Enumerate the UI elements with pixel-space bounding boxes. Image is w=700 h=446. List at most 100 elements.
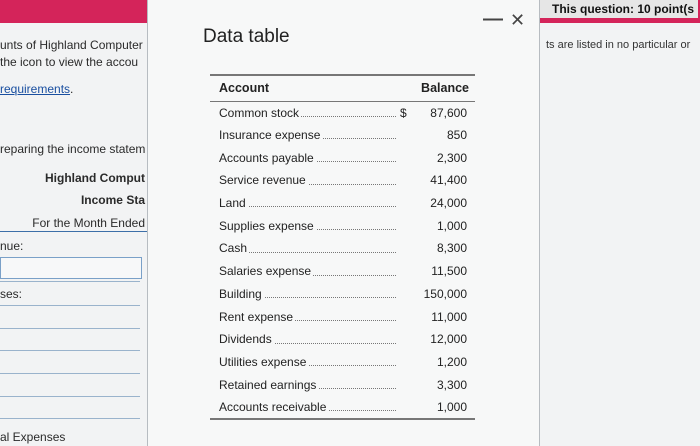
balance-cell: 11,500: [431, 264, 467, 279]
currency-cell: $: [400, 105, 407, 120]
question-points-label: This question: 10 point(s: [530, 0, 698, 18]
account-name: Supplies expense: [219, 218, 316, 233]
close-icon[interactable]: ✕: [510, 10, 526, 30]
account-cell: Land: [210, 192, 400, 215]
currency-cell: [400, 260, 412, 283]
account-cell: Retained earnings: [210, 373, 400, 396]
balance-cell: 8,300: [436, 241, 467, 256]
requirements-period: .: [70, 82, 74, 96]
account-name: Utilities expense: [219, 354, 309, 369]
table-row: Retained earnings 3,300: [210, 373, 475, 396]
currency-cell: [400, 146, 412, 169]
expense-row-2[interactable]: [0, 328, 140, 329]
table-row: Rent expense 11,000: [210, 305, 475, 328]
table-row: Utilities expense 1,200: [210, 351, 475, 374]
right-background-page: ts are listed in no particular or: [540, 23, 700, 446]
account-name: Service revenue: [219, 173, 308, 188]
currency-cell: [400, 328, 412, 351]
account-name: Common stock: [219, 105, 302, 120]
intro-text-line-1: unts of Highland Computer: [0, 38, 143, 52]
balance-cell: 12,000: [430, 332, 467, 347]
table-row: Insurance expense 850: [210, 124, 475, 147]
account-cell: Accounts payable: [210, 146, 400, 169]
currency-cell: [400, 192, 412, 215]
balance-cell: 1,000: [436, 399, 467, 414]
account-cell: Dividends: [210, 328, 400, 351]
statement-period: For the Month Ended: [32, 216, 145, 230]
account-cell: Building: [210, 283, 400, 306]
table-row: Cash 8,300: [210, 237, 475, 260]
account-name: Building: [219, 286, 264, 301]
balance-cell: 24,000: [430, 196, 467, 211]
table-header-row: Account Balance: [210, 75, 475, 101]
account-name: Accounts payable: [219, 150, 316, 165]
expense-row-6[interactable]: [0, 418, 140, 419]
leader-dots: [219, 319, 396, 321]
currency-cell: [400, 305, 412, 328]
account-name: Dividends: [219, 332, 274, 347]
expense-row-1[interactable]: [0, 305, 140, 306]
requirements-link[interactable]: requirements: [0, 82, 71, 96]
data-table-modal: Data table — ✕ Account Balance Common st…: [147, 0, 540, 446]
expenses-label: ses:: [0, 287, 23, 301]
revenue-label: nue:: [0, 239, 24, 253]
balance-cell: 2,300: [436, 150, 467, 165]
table-body: Common stock $87,600 Insurance expense 850 A…: [210, 101, 475, 419]
table-row: Service revenue 41,400: [210, 169, 475, 192]
balance-cell: 1,000: [436, 218, 467, 233]
intro-text-line-2: the icon to view the accou: [0, 55, 139, 69]
total-expenses-label: al Expenses: [0, 430, 66, 444]
header-account: Account: [219, 81, 269, 96]
leader-dots: [219, 251, 396, 253]
account-cell: Utilities expense: [210, 351, 400, 374]
statement-header-divider: [0, 231, 147, 232]
modal-title: Data table: [203, 26, 290, 47]
account-name: Rent expense: [219, 309, 296, 324]
table-row: Accounts receivable 1,000: [210, 396, 475, 419]
statement-title: Income Sta: [80, 193, 145, 207]
account-name: Cash: [219, 241, 250, 256]
statement-company: Highland Comput: [45, 171, 145, 185]
expense-row-4[interactable]: [0, 373, 140, 374]
table-row: Building 150,000: [210, 283, 475, 306]
account-cell: Insurance expense: [210, 124, 400, 147]
account-name: Insurance expense: [219, 128, 323, 143]
leader-dots: [219, 297, 396, 299]
balance-cell: 1,200: [436, 354, 467, 369]
expense-row-3[interactable]: [0, 350, 140, 351]
balance-cell: 3,300: [436, 377, 467, 392]
table-row: Dividends 12,000: [210, 328, 475, 351]
currency-cell: [400, 351, 412, 374]
header-balance: Balance: [421, 81, 469, 96]
table-row: Salaries expense 11,500: [210, 260, 475, 283]
currency-cell: [400, 283, 412, 306]
left-background-page: unts of Highland Computer the icon to vi…: [0, 23, 147, 446]
account-cell: Accounts receivable: [210, 396, 400, 419]
currency-cell: [400, 124, 412, 147]
account-name: Accounts receivable: [219, 399, 329, 414]
data-table-container: Account Balance Common stock $87,600 Insur…: [210, 74, 475, 420]
revenue-account-input[interactable]: [0, 257, 142, 279]
table-row: Land 24,000: [210, 192, 475, 215]
minimize-icon[interactable]: —: [483, 8, 503, 30]
currency-cell: [400, 169, 412, 192]
account-name: Land: [219, 196, 248, 211]
account-cell: Service revenue: [210, 169, 400, 192]
preparing-text: reparing the income statem: [0, 142, 146, 156]
leader-dots: [219, 342, 396, 344]
currency-cell: [400, 237, 412, 260]
data-table: Account Balance Common stock $87,600 Insur…: [210, 74, 475, 420]
requirements-line: requirements.: [0, 82, 73, 96]
currency-cell: [400, 214, 412, 237]
balance-cell: 850: [446, 128, 467, 143]
balance-cell: 41,400: [430, 173, 467, 188]
account-cell: Common stock: [210, 101, 400, 124]
balance-cell: 87,600: [430, 105, 467, 120]
table-row: Supplies expense 1,000: [210, 214, 475, 237]
currency-cell: [400, 396, 412, 419]
row-divider: [0, 281, 140, 282]
expense-row-5[interactable]: [0, 396, 140, 397]
account-name: Salaries expense: [219, 264, 314, 279]
account-cell: Salaries expense: [210, 260, 400, 283]
order-note: ts are listed in no particular or: [546, 39, 691, 51]
